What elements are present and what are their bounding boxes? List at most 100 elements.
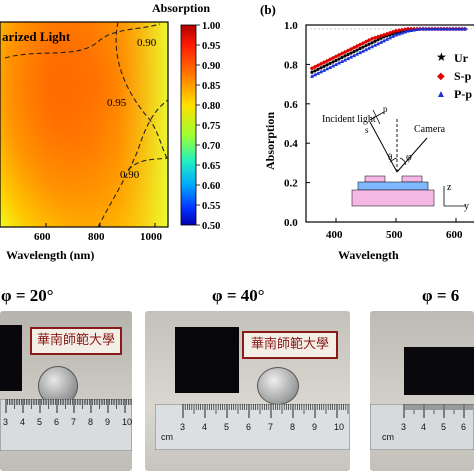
legend-label: S-p bbox=[454, 69, 472, 83]
colorbar-tick-label: 0.95 bbox=[202, 41, 220, 52]
inset-s-label: s bbox=[365, 125, 369, 135]
data-point bbox=[382, 38, 386, 43]
ruler-number: 6 bbox=[54, 417, 59, 427]
data-point bbox=[325, 66, 329, 71]
data-point bbox=[313, 72, 317, 77]
black-sample bbox=[0, 325, 22, 391]
data-point bbox=[325, 63, 329, 67]
data-point bbox=[397, 31, 401, 36]
panel-b: (b) Absorption Wavelength 1.0 0.8 0.6 0.4 0.… bbox=[240, 0, 474, 265]
data-point bbox=[451, 26, 455, 31]
data-point bbox=[340, 59, 344, 64]
data-point bbox=[394, 32, 398, 37]
data-point bbox=[328, 65, 332, 69]
data-point bbox=[337, 60, 341, 65]
sample-photo: 華南師範大學 3 4 5 6 7 8 9 10 bbox=[0, 311, 132, 471]
data-point bbox=[436, 26, 440, 31]
data-point bbox=[310, 74, 314, 78]
colorbar-tick-label: 0.50 bbox=[202, 221, 220, 232]
ruler-number: 9 bbox=[105, 417, 110, 427]
plot-frame bbox=[305, 24, 474, 223]
inset-phi: φ bbox=[406, 152, 412, 163]
ruler-number: 7 bbox=[268, 422, 273, 432]
legend-label: P-p bbox=[454, 87, 472, 101]
data-point bbox=[439, 26, 443, 31]
data-point bbox=[379, 36, 383, 40]
data-point bbox=[343, 54, 347, 58]
colorbar-tick-label: 0.70 bbox=[202, 141, 220, 152]
heatmap-overlay-title: arized Light bbox=[2, 29, 71, 44]
data-point bbox=[421, 26, 425, 31]
y-tick-label: 0.0 bbox=[284, 217, 298, 229]
black-sample bbox=[175, 327, 239, 393]
inset-base bbox=[351, 189, 435, 207]
y-tick-label: 0.6 bbox=[284, 99, 298, 111]
y-tick-label: 0.8 bbox=[284, 59, 298, 71]
panel-a-svg: 0.90 0.95 0.90 arized Light 600 800 1000… bbox=[0, 1, 220, 262]
colorbar-ticks: 1.00 0.95 0.90 0.85 0.80 0.75 0.70 0.65 0.60 0.55… bbox=[196, 21, 220, 232]
inset-sample-top bbox=[364, 175, 386, 183]
data-point bbox=[391, 34, 395, 38]
contour-label: 0.90 bbox=[137, 37, 157, 49]
sample-photo: cm 3 4 5 6 bbox=[370, 311, 474, 471]
data-point bbox=[328, 61, 332, 66]
ruler-number: 3 bbox=[180, 422, 185, 432]
ruler: 3 4 5 6 7 8 9 10 bbox=[0, 399, 132, 451]
data-point bbox=[337, 57, 341, 61]
university-card: 華南師範大學 bbox=[242, 331, 338, 359]
x-tick-label: 400 bbox=[326, 229, 343, 241]
contour-label: 0.90 bbox=[120, 169, 140, 181]
y-tick-label: 1.0 bbox=[284, 20, 298, 32]
data-point bbox=[367, 45, 371, 50]
data-point bbox=[355, 51, 359, 56]
university-card: 華南師範大學 bbox=[30, 327, 122, 355]
contour-line bbox=[4, 23, 161, 59]
data-point bbox=[409, 28, 413, 33]
ruler-number: 4 bbox=[202, 422, 207, 432]
y-tick-label: 0.2 bbox=[284, 178, 298, 190]
data-point bbox=[448, 26, 452, 31]
panel-b-svg: (b) Absorption Wavelength 1.0 0.8 0.6 0.4 0.… bbox=[260, 2, 474, 262]
colorbar-tick-label: 0.65 bbox=[202, 161, 220, 172]
ruler-number: 6 bbox=[461, 422, 466, 432]
ruler-number: 9 bbox=[312, 422, 317, 432]
data-point bbox=[358, 47, 362, 51]
colorbar-title: Absorption bbox=[152, 1, 210, 15]
colorbar-tick-label: 0.85 bbox=[202, 81, 220, 92]
inset-incident-label: Incident light bbox=[322, 114, 376, 125]
x-tick-label: 500 bbox=[386, 229, 403, 241]
x-tick-label: 600 bbox=[34, 231, 51, 243]
data-point bbox=[334, 62, 338, 66]
data-point bbox=[322, 68, 326, 72]
data-point bbox=[334, 58, 338, 63]
legend-marker: ★ bbox=[436, 50, 447, 64]
ruler-number: 3 bbox=[3, 417, 8, 427]
colorbar-tick-label: 0.75 bbox=[202, 121, 220, 132]
y-axis-label: Absorption bbox=[263, 112, 277, 170]
data-point bbox=[454, 26, 458, 31]
angle-label: φ = 20° bbox=[1, 286, 54, 305]
inset-camera-label: Camera bbox=[414, 124, 446, 135]
card-text: 華南師範大學 bbox=[36, 333, 115, 348]
contour-line bbox=[97, 99, 169, 228]
data-point bbox=[433, 26, 437, 31]
inset-y-label: y bbox=[464, 201, 469, 212]
data-point bbox=[316, 67, 320, 71]
data-point bbox=[310, 70, 314, 74]
ruler-number: 8 bbox=[88, 417, 93, 427]
ruler-number: 10 bbox=[334, 422, 344, 432]
x-tick-label: 600 bbox=[446, 229, 463, 241]
data-point bbox=[430, 26, 434, 31]
panel-label: (b) bbox=[260, 2, 276, 17]
data-point bbox=[346, 56, 350, 61]
data-point bbox=[352, 53, 356, 58]
data-point bbox=[355, 48, 359, 52]
inset-theta: θ bbox=[388, 152, 392, 162]
data-point bbox=[379, 40, 383, 44]
data-point bbox=[370, 41, 374, 45]
data-point bbox=[442, 26, 446, 31]
x-tick-label: 800 bbox=[88, 231, 105, 243]
data-point bbox=[319, 66, 323, 70]
x-axis-label: Wavelength (nm) bbox=[6, 248, 94, 262]
inset-substrate bbox=[357, 181, 429, 191]
